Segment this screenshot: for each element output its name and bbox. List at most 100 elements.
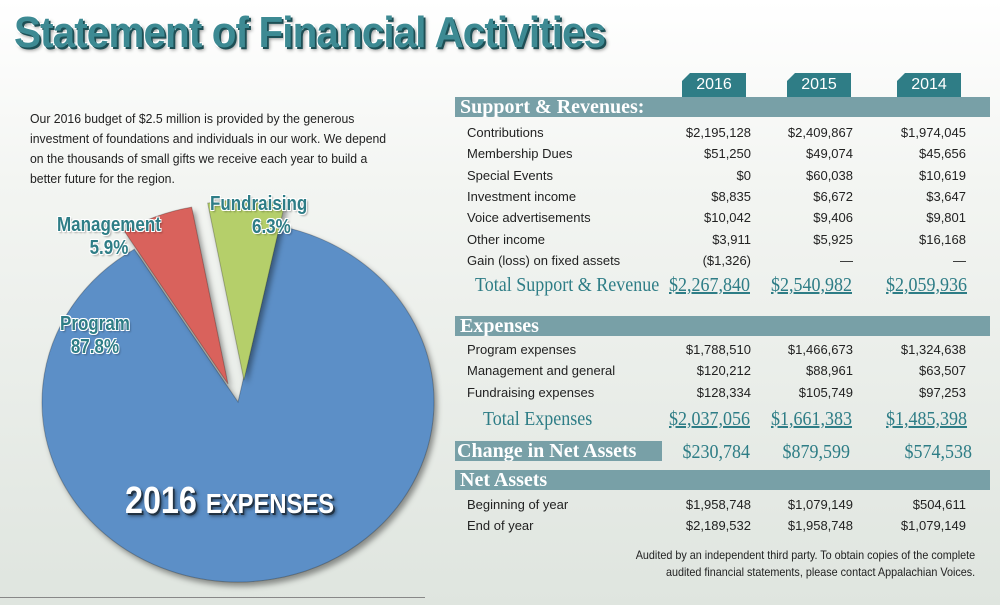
support-value-2016: $8,835 (711, 188, 751, 204)
fundraising-label: Fundraising 6.3% (210, 193, 307, 239)
support-value-2016: $10,042 (704, 210, 751, 226)
change-net-assets-label: Change in Net Assets (455, 441, 662, 461)
program-label: Program 87.8% (60, 313, 130, 359)
pie-caption-word: EXPENSES (205, 488, 335, 519)
support-heading: Support & Revenues: (455, 97, 990, 117)
support-value-2015: $6,672 (813, 188, 853, 204)
fundraising-pct: 6.3% (252, 216, 291, 238)
net-assets-value-2014: $504,611 (912, 497, 966, 512)
pie-slice-program (41, 225, 435, 583)
total-expenses-label: Total Expenses (483, 408, 593, 430)
change-2016: $230,784 (682, 441, 751, 463)
change-2015: $879,599 (782, 441, 851, 463)
support-value-2016: $51,250 (704, 146, 751, 162)
program-pct: 87.8% (70, 336, 120, 358)
net-assets-row: End of year $2,189,532 $1,958,748 $1,079,14… (467, 515, 967, 536)
support-value-2015: $9,406 (813, 210, 853, 226)
support-value-2014: $16,168 (919, 231, 966, 247)
net-assets-value-2015: $1,958,748 (787, 518, 853, 534)
support-row-label: Other income (467, 231, 546, 247)
expense-value-2016: $120,212 (696, 363, 751, 379)
support-value-2014: — (953, 252, 966, 268)
expenses-pie-chart (41, 199, 435, 583)
total-expenses-2015: $1,661,383 (771, 408, 852, 430)
management-pct: 5.9% (89, 237, 129, 259)
total-expenses-2014: $1,485,398 (886, 408, 967, 430)
net-assets-value-2015: $1,079,149 (787, 497, 853, 512)
support-row: Special Events $0 $60,038 $10,619 (467, 165, 967, 186)
support-value-2015: $60,038 (806, 167, 853, 183)
net-assets-row-label: End of year (467, 518, 534, 534)
program-name: Program (60, 313, 130, 335)
support-row: Investment income $8,835 $6,672 $3,647 (467, 186, 967, 207)
support-row-label: Voice advertisements (467, 210, 591, 226)
support-value-2014: $45,656 (919, 146, 966, 162)
net-assets-row: Beginning of year $1,958,748 $1,079,149 $50… (467, 494, 967, 515)
audit-note: Audited by an independent third party. T… (636, 547, 975, 581)
page-title: Statement of Financial Activities (14, 8, 606, 57)
support-value-2014: $1,974,045 (900, 125, 966, 140)
divider (0, 597, 425, 598)
net-assets-value-2014: $1,079,149 (900, 518, 966, 534)
support-value-2014: $9,801 (926, 210, 966, 226)
support-value-2015: $5,925 (813, 231, 853, 247)
total-support-2016: $2,267,840 (669, 274, 750, 296)
total-expenses-2016: $2,037,056 (669, 408, 750, 430)
expense-row: Program expenses $1,788,510 $1,466,673 $1,3… (467, 339, 967, 360)
year-tab-2015: 2015 (787, 73, 851, 97)
audit-note-line-2: audited financial statements, please con… (665, 565, 975, 579)
management-name: Management (57, 214, 161, 236)
expense-row-label: Fundraising expenses (467, 384, 595, 400)
support-row: Voice advertisements $10,042 $9,406 $9,801 (467, 207, 967, 228)
expense-row: Fundraising expenses $128,334 $105,749 $97,… (467, 382, 967, 403)
expense-row-label: Program expenses (467, 342, 577, 357)
expense-value-2014: $63,507 (919, 363, 966, 379)
audit-note-line-1: Audited by an independent third party. T… (635, 548, 975, 562)
total-support-label: Total Support & Revenue (475, 274, 660, 296)
support-row-label: Investment income (467, 188, 577, 204)
support-row-label: Membership Dues (467, 146, 573, 162)
support-row-label: Contributions (467, 125, 544, 140)
support-row-label: Special Events (467, 167, 553, 183)
support-value-2016: ($1,326) (702, 252, 751, 268)
pie-caption: 2016 EXPENSES (125, 480, 334, 523)
year-tab-2016: 2016 (682, 73, 746, 97)
support-value-2016: $0 (736, 167, 751, 183)
net-assets-value-2016: $1,958,748 (685, 497, 751, 512)
net-assets-value-2016: $2,189,532 (685, 518, 751, 534)
support-value-2014: $10,619 (919, 167, 966, 183)
total-support-2014: $2,059,936 (886, 274, 967, 296)
change-2014: $574,538 (904, 441, 973, 463)
expense-value-2015: $1,466,673 (787, 342, 853, 357)
management-label: Management 5.9% (57, 214, 161, 260)
support-value-2016: $3,911 (712, 231, 751, 247)
support-row: Gain (loss) on fixed assets ($1,326) — — (467, 250, 967, 271)
support-row: Contributions $2,195,128 $2,409,867 $1,974,… (467, 122, 967, 143)
support-row: Membership Dues $51,250 $49,074 $45,656 (467, 143, 967, 164)
support-value-2015: — (840, 252, 853, 268)
expense-row: Management and general $120,212 $88,961 $63… (467, 360, 967, 381)
expense-value-2015: $88,961 (806, 363, 853, 379)
total-support-2015: $2,540,982 (771, 274, 852, 296)
net-assets-row-label: Beginning of year (467, 497, 569, 512)
expense-value-2015: $105,749 (798, 384, 853, 400)
pie-caption-year: 2016 (125, 480, 197, 522)
pie-slice-management (123, 206, 229, 385)
expense-value-2014: $1,324,638 (900, 342, 966, 357)
fundraising-name: Fundraising (210, 193, 308, 215)
expenses-heading: Expenses (455, 316, 990, 336)
net-assets-heading: Net Assets (455, 470, 990, 490)
expense-value-2016: $1,788,510 (685, 342, 751, 357)
pie-slice-fundraising (207, 199, 286, 381)
support-value-2016: $2,195,128 (685, 125, 751, 140)
expense-value-2016: $128,334 (696, 384, 751, 400)
year-tab-2014: 2014 (897, 73, 961, 97)
support-row: Other income $3,911 $5,925 $16,168 (467, 229, 967, 250)
intro-paragraph: Our 2016 budget of $2.5 million is provi… (30, 111, 387, 186)
expense-row-label: Management and general (467, 363, 616, 379)
support-value-2014: $3,647 (926, 188, 966, 204)
support-row-label: Gain (loss) on fixed assets (467, 252, 621, 268)
expense-value-2014: $97,253 (919, 384, 966, 400)
support-value-2015: $2,409,867 (787, 125, 853, 140)
support-value-2015: $49,074 (806, 146, 853, 162)
